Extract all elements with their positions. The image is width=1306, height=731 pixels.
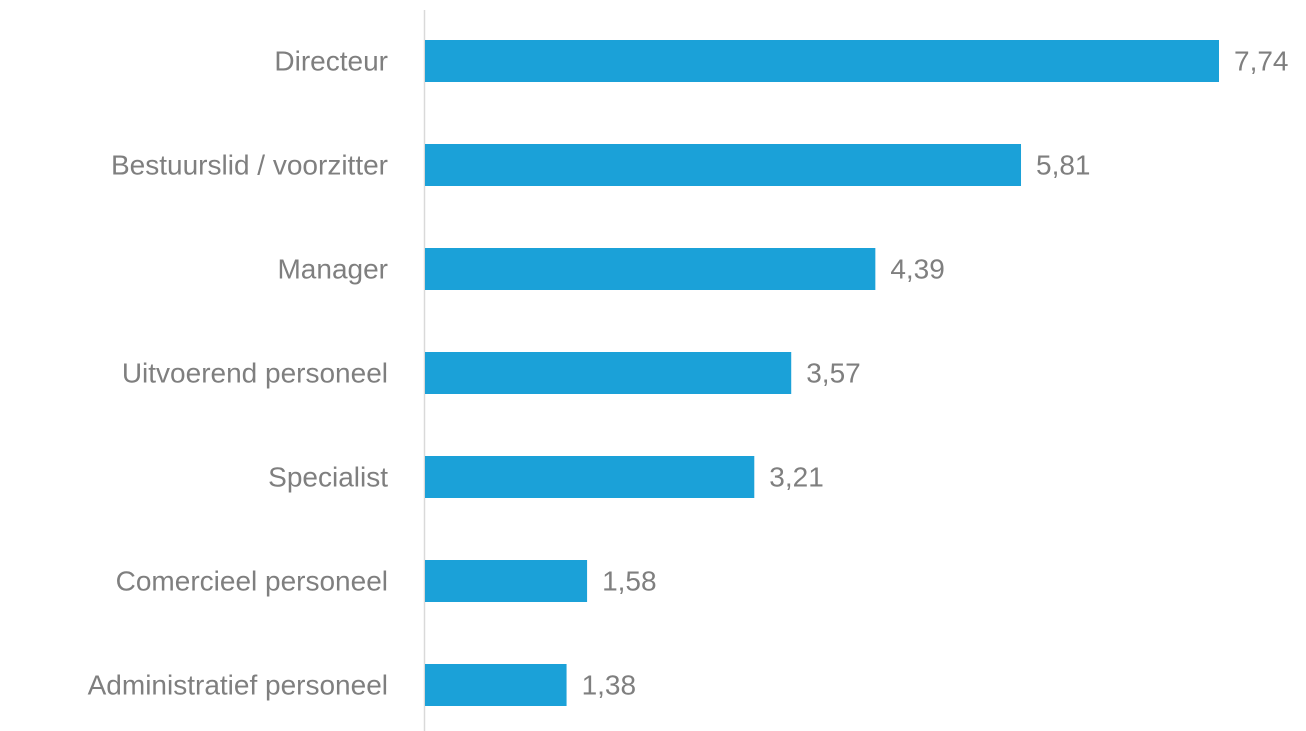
bar bbox=[425, 456, 755, 498]
bar bbox=[425, 664, 567, 706]
category-label: Uitvoerend personeel bbox=[122, 357, 388, 388]
bar bbox=[425, 352, 792, 394]
bar bbox=[425, 40, 1219, 82]
bar bbox=[425, 560, 588, 602]
category-label: Administratief personeel bbox=[88, 669, 388, 700]
value-label: 1,58 bbox=[602, 565, 657, 596]
value-label: 5,81 bbox=[1036, 149, 1091, 180]
value-label: 3,57 bbox=[806, 357, 861, 388]
category-label: Specialist bbox=[268, 461, 388, 492]
category-label: Bestuurslid / voorzitter bbox=[111, 149, 388, 180]
category-label: Directeur bbox=[274, 45, 388, 76]
bar bbox=[425, 248, 876, 290]
value-label: 4,39 bbox=[890, 253, 945, 284]
category-label: Manager bbox=[277, 253, 388, 284]
bar bbox=[425, 144, 1022, 186]
value-label: 3,21 bbox=[769, 461, 824, 492]
category-label: Comercieel personeel bbox=[116, 565, 388, 596]
value-label: 7,74 bbox=[1234, 45, 1289, 76]
value-label: 1,38 bbox=[582, 669, 637, 700]
